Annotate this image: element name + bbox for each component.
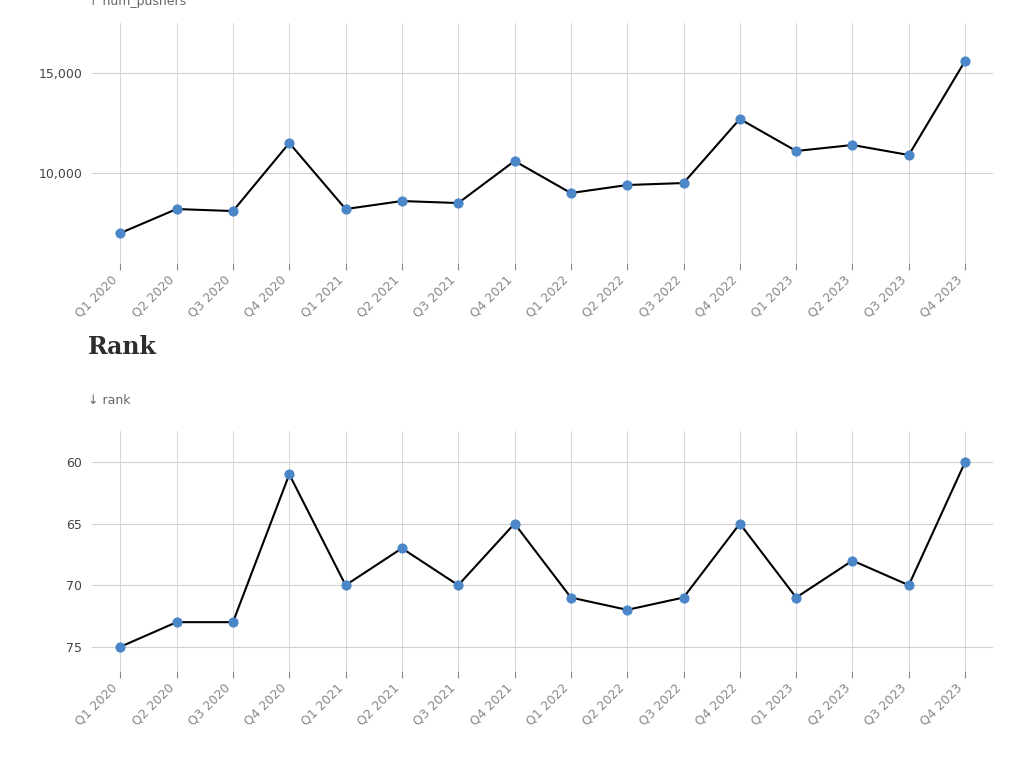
Point [618, 179, 635, 191]
Point [506, 517, 522, 530]
Point [338, 579, 354, 591]
Point [281, 468, 297, 481]
Point [901, 579, 918, 591]
Point [676, 177, 692, 189]
Point [618, 604, 635, 616]
Point [956, 456, 973, 468]
Point [731, 517, 748, 530]
Point [112, 641, 129, 653]
Text: ↑ num_pushers: ↑ num_pushers [88, 0, 185, 8]
Point [563, 591, 580, 604]
Point [956, 55, 973, 67]
Point [563, 187, 580, 199]
Point [731, 113, 748, 125]
Point [224, 205, 242, 217]
Point [451, 197, 467, 209]
Text: ↓ rank: ↓ rank [88, 394, 130, 407]
Point [168, 616, 184, 628]
Point [506, 155, 522, 167]
Point [901, 149, 918, 161]
Point [224, 616, 242, 628]
Point [168, 203, 184, 215]
Point [451, 579, 467, 591]
Point [393, 542, 410, 555]
Point [338, 203, 354, 215]
Point [788, 145, 805, 157]
Text: Rank: Rank [88, 335, 157, 359]
Point [844, 555, 860, 567]
Point [676, 591, 692, 604]
Point [112, 227, 129, 239]
Point [393, 195, 410, 207]
Point [281, 137, 297, 149]
Point [788, 591, 805, 604]
Point [844, 139, 860, 151]
